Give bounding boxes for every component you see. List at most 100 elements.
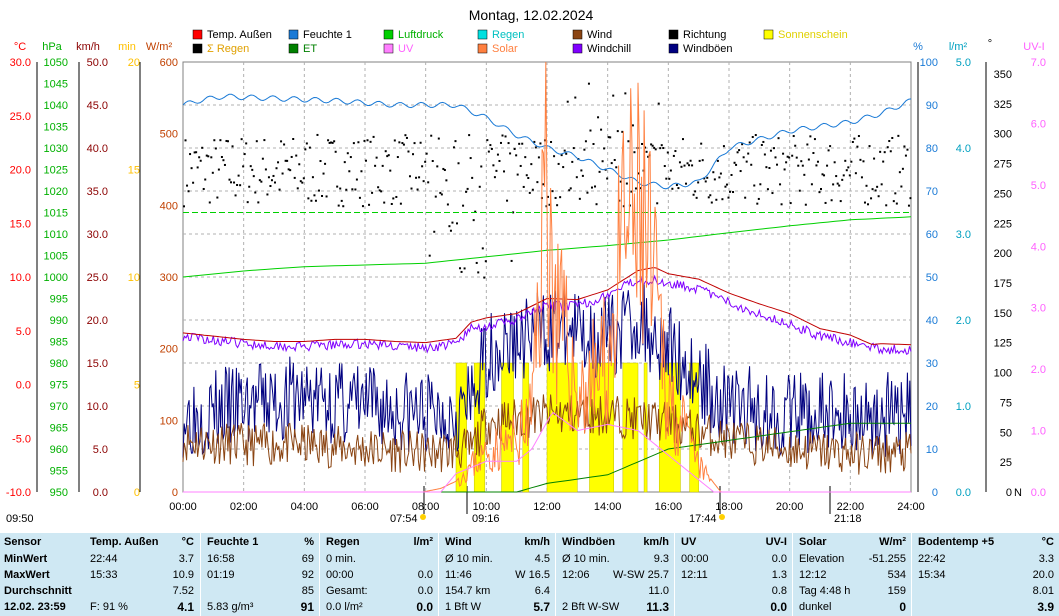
direction-point: [548, 203, 551, 206]
direction-point: [472, 219, 475, 222]
direction-point: [372, 135, 375, 138]
minutes-tick-label: 15: [128, 165, 140, 177]
direction-point: [384, 150, 387, 153]
direction-point: [598, 170, 601, 173]
table-column: Wind km/h Ø 10 min. 4.5 11:46 W 16.5 154.7 km 6…: [438, 533, 556, 616]
cell-value: 5.7: [533, 600, 550, 614]
solar-tick-label: 300: [160, 272, 178, 284]
x-tick-label: 08:00: [412, 501, 440, 513]
direction-point: [815, 164, 818, 167]
legend-label: UV: [398, 43, 414, 55]
direction-point: [275, 167, 278, 170]
direction-point: [254, 191, 257, 194]
direction-point: [650, 143, 653, 146]
cell-value: 3.9: [1037, 600, 1054, 614]
direction-point: [419, 141, 422, 144]
pressure-tick-label: 1020: [44, 186, 68, 198]
uv-tick-label: 0.0: [1031, 487, 1046, 499]
direction-point: [780, 203, 783, 206]
direction-point: [260, 180, 263, 183]
direction-point: [308, 146, 311, 149]
direction-point: [730, 173, 733, 176]
direction-point: [340, 199, 343, 202]
direction-point: [219, 139, 222, 142]
cell-value: 11.3: [646, 600, 669, 614]
direction-point: [553, 155, 556, 158]
direction-point: [600, 128, 603, 131]
direction-point: [196, 166, 199, 169]
direction-point: [504, 135, 507, 138]
direction-point: [459, 267, 462, 270]
direction-point: [234, 194, 237, 197]
direction-point: [854, 172, 857, 175]
direction-point: [377, 186, 380, 189]
solar-tick-label: 0: [172, 487, 178, 499]
direction-point: [433, 230, 436, 233]
direction-point: [627, 140, 630, 143]
direction-point: [695, 196, 698, 199]
x-tick-label: 10:00: [473, 501, 501, 513]
cell-value: 3.7: [178, 553, 194, 565]
direction-point: [903, 145, 906, 148]
direction-point: [621, 130, 624, 133]
direction-point: [205, 154, 208, 157]
direction-point: [390, 202, 393, 205]
x-tick-label: 18:00: [715, 501, 743, 513]
direction-tick-label: 25: [1000, 457, 1012, 469]
direction-point: [901, 167, 904, 170]
cell-label: 5.83 g/m³: [207, 601, 254, 613]
direction-point: [751, 136, 754, 139]
direction-tick-label: 350: [994, 69, 1012, 81]
direction-point: [355, 178, 358, 181]
direction-point: [342, 205, 345, 208]
direction-point: [278, 188, 281, 191]
cell-value: 1.3: [771, 569, 787, 581]
direction-point: [584, 140, 587, 143]
direction-point: [503, 170, 506, 173]
direction-point: [782, 152, 785, 155]
direction-point: [422, 180, 425, 183]
direction-point: [882, 160, 885, 163]
direction-point: [284, 159, 287, 162]
direction-point: [311, 176, 314, 179]
direction-point: [586, 191, 589, 194]
x-tick-label: 12:00: [533, 501, 561, 513]
direction-point: [392, 197, 395, 200]
direction-point: [873, 157, 876, 160]
direction-point: [484, 260, 487, 263]
direction-point: [663, 165, 666, 168]
row-label-min: MinWert: [4, 553, 48, 565]
direction-point: [213, 139, 216, 142]
legend-label: Luftdruck: [398, 29, 444, 41]
direction-point: [625, 182, 628, 185]
direction-point: [490, 147, 493, 150]
direction-point: [547, 195, 549, 198]
direction-point: [769, 149, 772, 152]
direction-point: [765, 166, 768, 169]
direction-point: [900, 185, 903, 188]
direction-point: [369, 140, 372, 143]
direction-point: [440, 193, 443, 196]
direction-tick-label: 75: [1000, 397, 1012, 409]
pressure-unit: hPa: [42, 41, 62, 53]
wind-line: [182, 394, 912, 475]
direction-point: [750, 163, 753, 166]
cell-value: 0.0: [770, 600, 787, 614]
direction-point: [466, 187, 469, 190]
direction-point: [292, 137, 295, 140]
direction-point: [889, 150, 892, 153]
direction-point: [581, 174, 584, 177]
direction-point: [418, 176, 421, 179]
direction-point: [410, 187, 413, 190]
cell-value: 0.0: [771, 553, 787, 565]
direction-point: [812, 151, 815, 154]
direction-point: [804, 203, 807, 206]
direction-point: [498, 159, 501, 162]
direction-point: [408, 175, 411, 178]
direction-point: [475, 261, 478, 264]
temp-tick-label: 10.0: [10, 272, 31, 284]
direction-point: [883, 151, 886, 154]
direction-point: [776, 163, 779, 166]
cell-label: 12:11: [681, 569, 708, 581]
direction-point: [223, 163, 226, 166]
